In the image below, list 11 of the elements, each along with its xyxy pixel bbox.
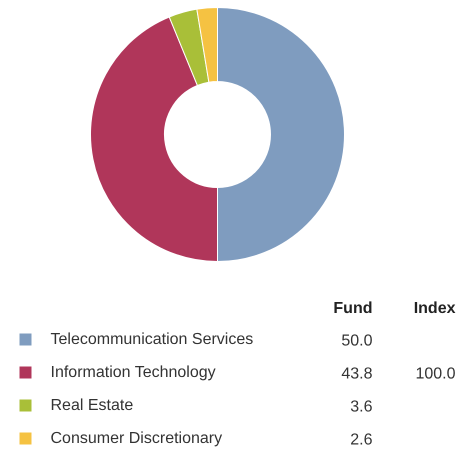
legend-label: Real Estate [50, 397, 134, 414]
data-label: 2.6 [350, 432, 373, 448]
legend-label: Telecommunication Services [50, 331, 254, 348]
text: 100.0 [415, 366, 456, 382]
data-label: 43.8 [341, 366, 373, 382]
text: Fund [333, 300, 372, 317]
legend-label: Information Technology [50, 364, 216, 381]
data-label: 3.6 [350, 398, 373, 416]
data-label: 50.0 [341, 332, 373, 350]
text: Index [414, 300, 456, 317]
legend-label: Consumer Discretionary [50, 430, 222, 447]
